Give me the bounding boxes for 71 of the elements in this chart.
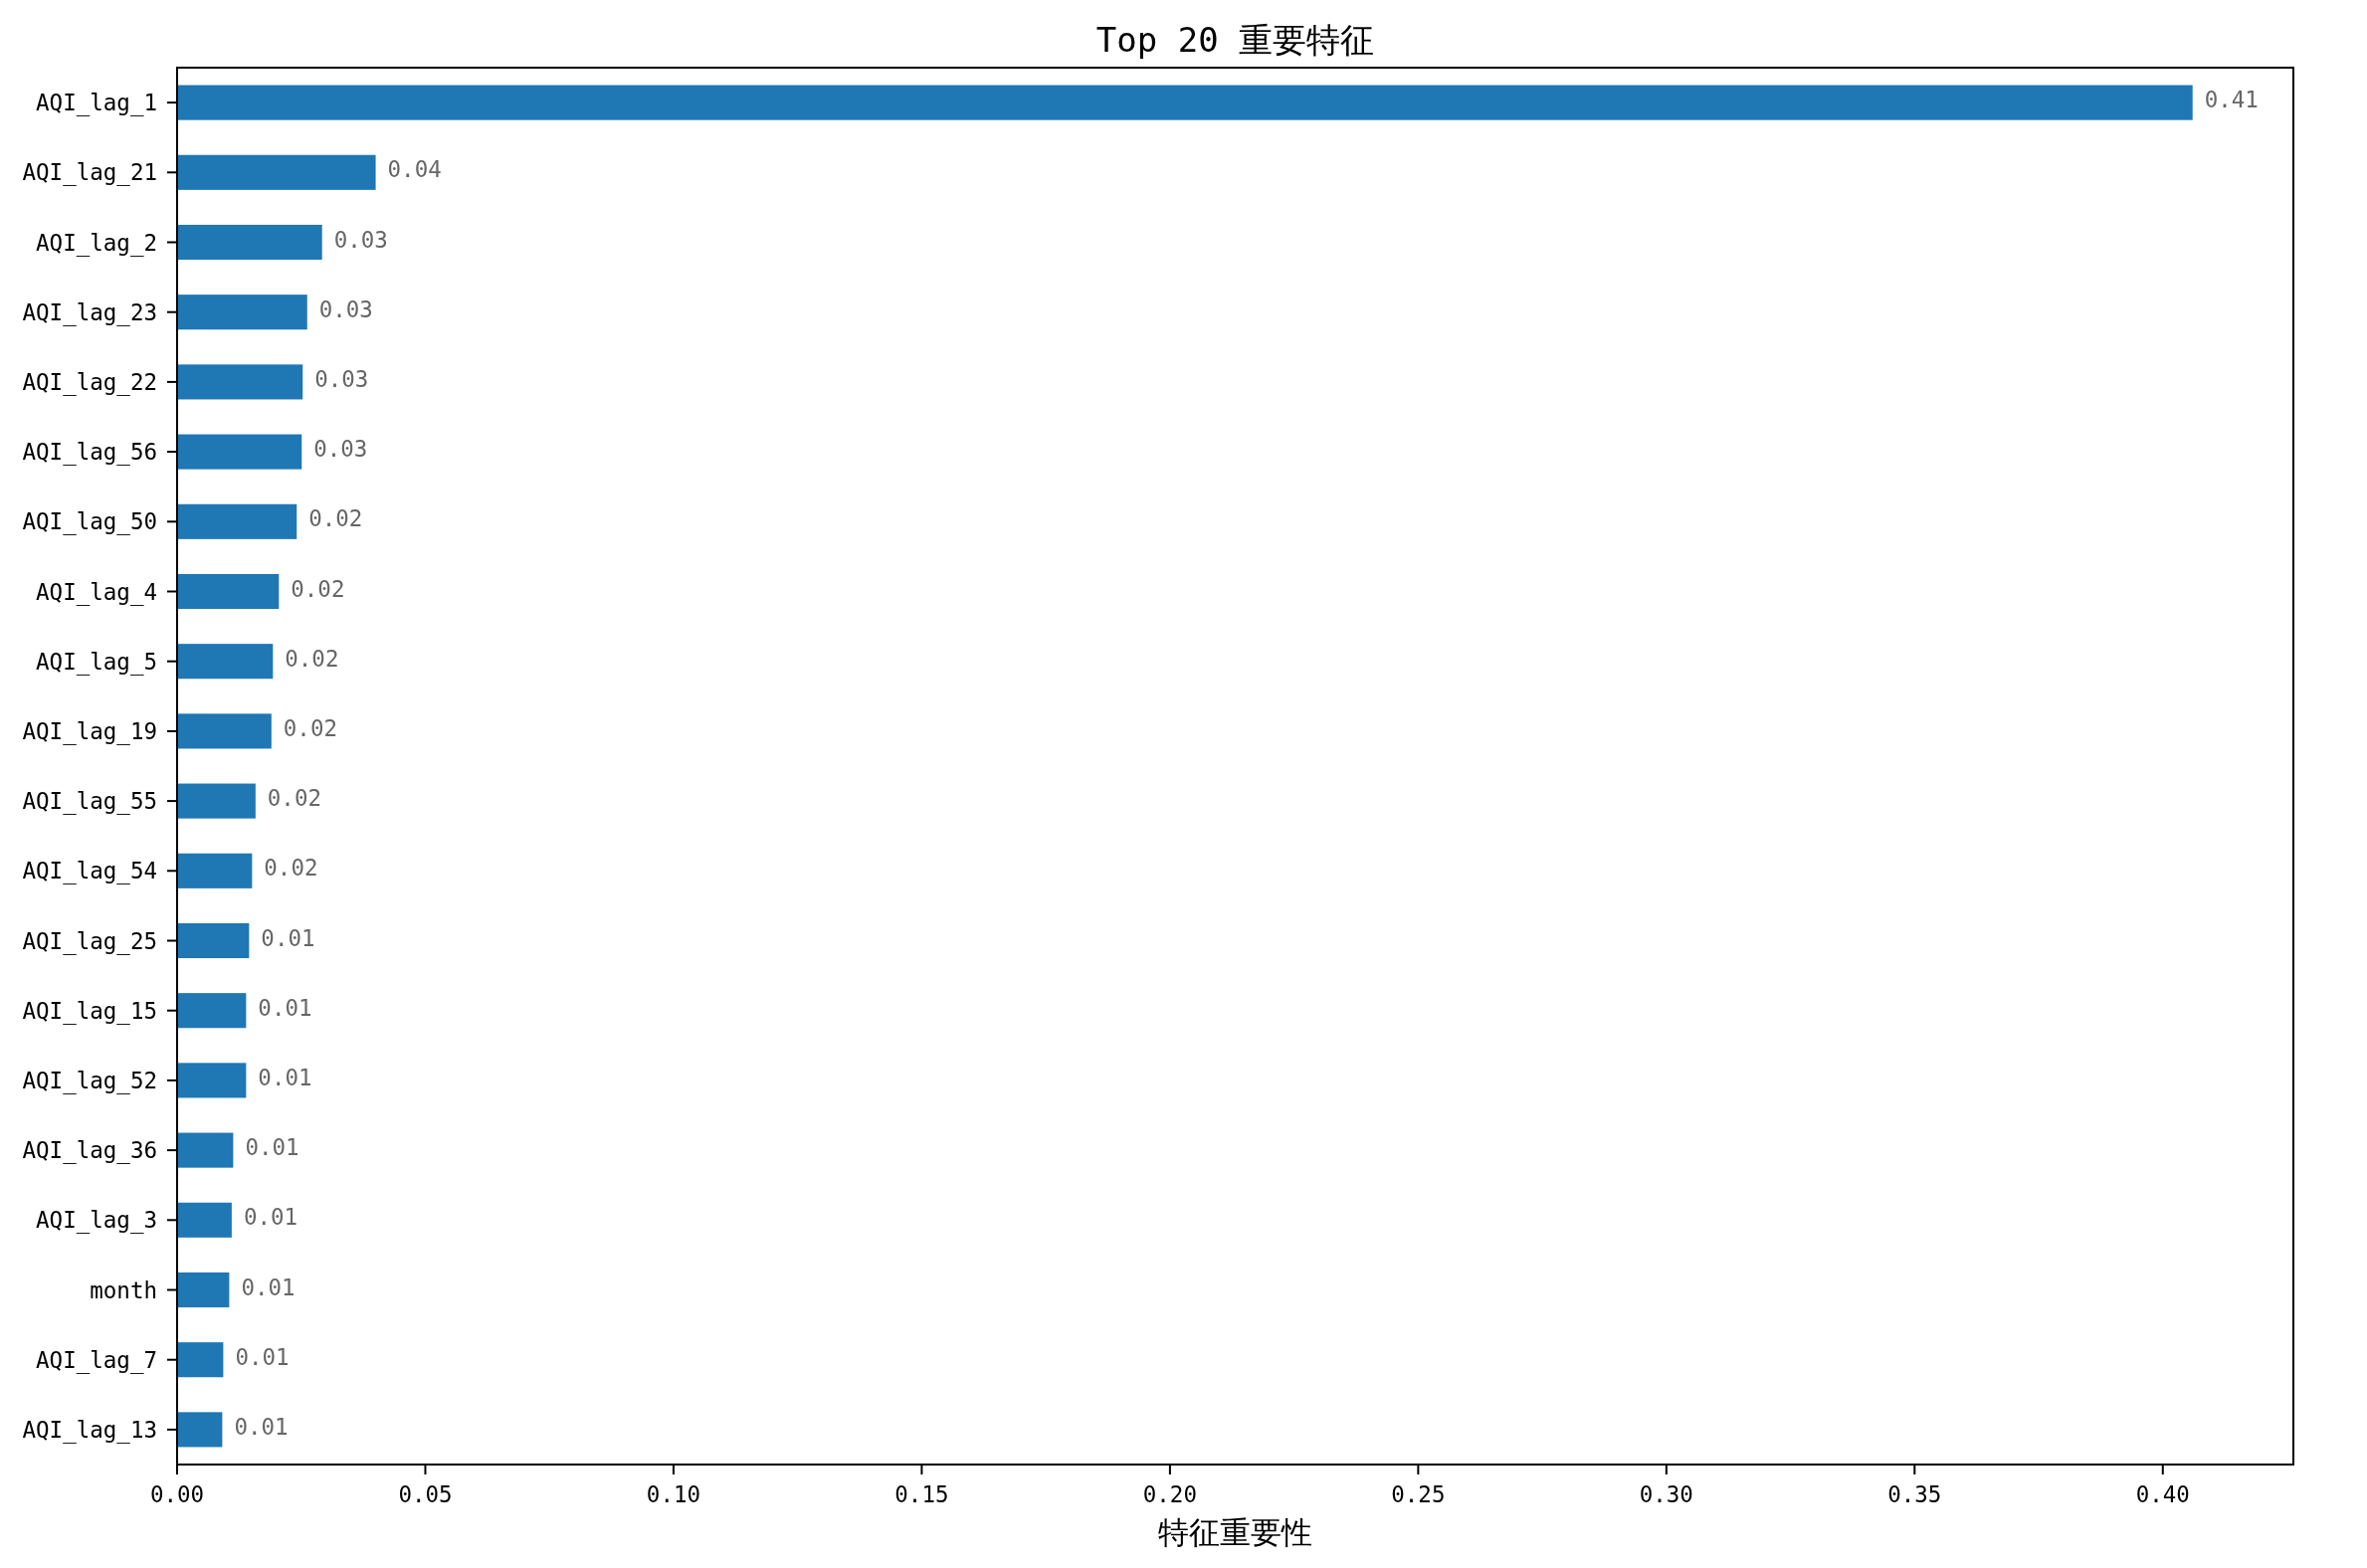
data-label: 0.02 bbox=[267, 785, 322, 812]
y-tick-label: AQI_lag_15 bbox=[22, 997, 157, 1025]
data-label: 0.04 bbox=[387, 156, 442, 183]
data-label: 0.02 bbox=[285, 645, 339, 672]
bar bbox=[177, 853, 253, 888]
data-label: 0.03 bbox=[313, 436, 368, 463]
bar bbox=[177, 294, 307, 330]
data-label: 0.01 bbox=[234, 1413, 289, 1440]
bar bbox=[177, 713, 272, 749]
x-tick-label: 0.00 bbox=[149, 1481, 205, 1507]
bar bbox=[177, 1202, 232, 1238]
bar bbox=[177, 644, 274, 680]
bar bbox=[177, 993, 247, 1029]
y-tick-label: AQI_lag_19 bbox=[22, 717, 157, 745]
bar bbox=[177, 783, 256, 819]
data-label: 0.02 bbox=[291, 575, 345, 602]
data-label: 0.01 bbox=[245, 1134, 299, 1161]
bar bbox=[177, 224, 322, 261]
y-tick-label: AQI_lag_55 bbox=[22, 788, 157, 816]
x-tick-label: 0.05 bbox=[398, 1481, 453, 1507]
y-tick-label: AQI_lag_22 bbox=[22, 368, 157, 396]
data-label: 0.03 bbox=[333, 226, 388, 253]
y-tick-label: AQI_lag_25 bbox=[22, 927, 157, 955]
y-tick-label: AQI_lag_56 bbox=[22, 439, 157, 467]
data-label: 0.01 bbox=[235, 1343, 290, 1370]
y-tick-label: AQI_lag_21 bbox=[22, 159, 157, 187]
x-tick-label: 0.10 bbox=[646, 1481, 701, 1507]
bar bbox=[177, 85, 2193, 120]
bar bbox=[177, 573, 280, 610]
x-tick-label: 0.25 bbox=[1391, 1481, 1446, 1507]
y-tick-label: AQI_lag_54 bbox=[22, 858, 157, 885]
x-axis-title: 特征重要性 bbox=[1158, 1514, 1312, 1550]
bar bbox=[177, 922, 250, 959]
bar bbox=[177, 1063, 247, 1098]
x-tick-label: 0.35 bbox=[1887, 1481, 1942, 1507]
bar bbox=[177, 364, 303, 400]
y-tick-label: AQI_lag_50 bbox=[22, 508, 157, 536]
data-label: 0.02 bbox=[283, 714, 337, 741]
y-tick-label: AQI_lag_36 bbox=[22, 1137, 157, 1165]
bar bbox=[177, 1412, 223, 1448]
y-tick-label: AQI_lag_2 bbox=[36, 229, 157, 257]
y-tick-label: AQI_lag_3 bbox=[36, 1207, 157, 1235]
data-label: 0.01 bbox=[258, 994, 312, 1021]
y-tick-label: AQI_lag_23 bbox=[22, 298, 157, 326]
y-tick-label: AQI_lag_7 bbox=[36, 1346, 157, 1374]
y-tick-label: AQI_lag_1 bbox=[36, 90, 157, 117]
y-tick-label: AQI_lag_5 bbox=[36, 648, 157, 676]
data-label: 0.01 bbox=[241, 1274, 296, 1300]
data-label: 0.02 bbox=[264, 855, 318, 882]
data-label: 0.02 bbox=[308, 505, 363, 532]
data-label: 0.01 bbox=[261, 924, 315, 951]
data-label: 0.03 bbox=[318, 295, 373, 322]
data-label: 0.03 bbox=[314, 365, 369, 392]
bar bbox=[177, 1342, 224, 1378]
bar bbox=[177, 154, 376, 190]
y-tick-label: AQI_lag_52 bbox=[22, 1067, 157, 1094]
y-tick-label: AQI_lag_13 bbox=[22, 1416, 157, 1444]
x-tick-label: 0.20 bbox=[1142, 1481, 1197, 1507]
x-tick-label: 0.40 bbox=[2135, 1481, 2190, 1507]
data-label: 0.01 bbox=[243, 1204, 298, 1231]
x-tick-label: 0.15 bbox=[894, 1481, 949, 1507]
bar bbox=[177, 1272, 230, 1308]
y-tick-label: AQI_lag_4 bbox=[36, 578, 157, 606]
bar bbox=[177, 434, 302, 470]
bar bbox=[177, 503, 297, 539]
y-tick-label: month bbox=[90, 1276, 157, 1303]
data-label: 0.01 bbox=[258, 1064, 312, 1090]
data-label: 0.41 bbox=[2204, 87, 2259, 113]
x-tick-label: 0.30 bbox=[1639, 1481, 1693, 1507]
bar bbox=[177, 1132, 234, 1168]
chart-title: Top 20 重要特征 bbox=[1095, 20, 1375, 60]
